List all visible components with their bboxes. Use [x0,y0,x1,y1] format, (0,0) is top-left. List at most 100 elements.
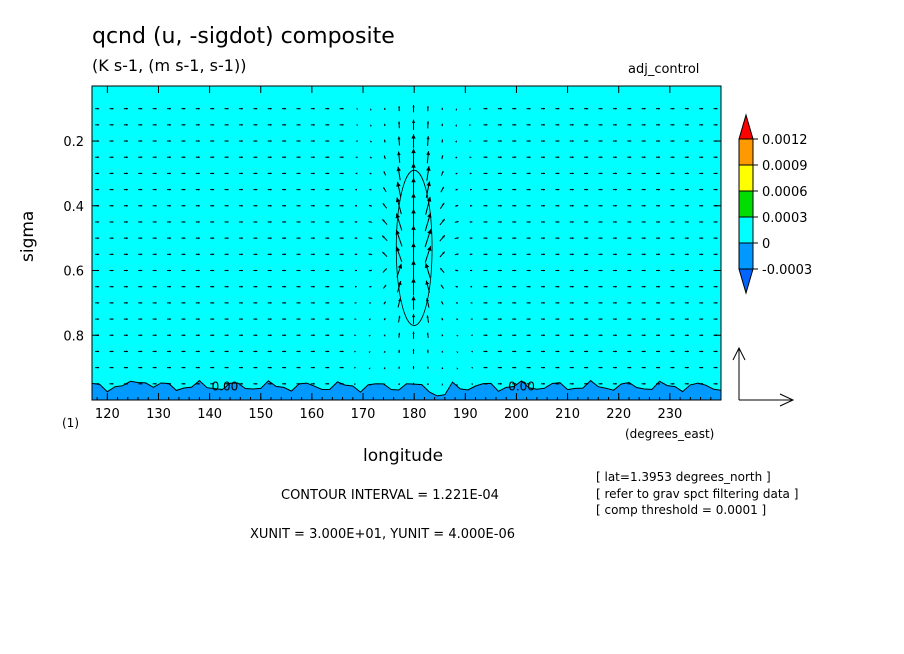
vector-368 [381,235,388,242]
vector-head [701,123,704,126]
vector-193 [238,318,243,320]
vector-head [212,318,215,320]
vector-676 [627,269,632,272]
vector-head [469,172,472,175]
vector-717 [656,350,661,353]
vector-464 [456,334,459,337]
vector-head [369,156,372,159]
vector-head [528,237,531,240]
vector-head [395,229,400,235]
vector-415 [426,121,430,129]
vector-head [269,302,272,304]
vector-19 [109,123,114,126]
vector-593 [555,382,560,385]
vector-head [672,253,675,256]
vector-25 [109,221,114,223]
vector-570 [540,302,545,304]
vector-head [672,318,675,320]
vector-head [354,383,357,386]
vector-651 [612,156,617,159]
vector-head [672,334,675,337]
vector-head [572,334,574,337]
vector-head [154,382,157,385]
vector-217 [267,123,272,126]
vector-4 [95,172,100,175]
vector-head [500,350,502,353]
vector-44 [123,237,128,240]
vector-head [183,382,186,385]
vector-head [528,204,531,207]
vector-head [600,302,603,304]
vector-head [441,301,444,304]
vector-head [514,156,517,159]
vector-338 [354,334,357,337]
vector-head [198,172,200,175]
vector-head [586,172,589,175]
vector-head [427,229,432,235]
vector-head [383,318,386,321]
vector-head [715,188,718,191]
vector-496 [483,269,488,272]
vector-head [226,221,229,223]
vector-head [528,123,531,126]
vector-151 [210,221,215,223]
vector-461 [455,285,458,288]
vector-head [383,367,386,370]
vector-head [269,172,272,175]
vector-head [341,334,344,337]
vector-head [485,382,488,385]
vector-171 [224,253,229,256]
vector-head [169,107,172,110]
vector-235 [282,123,287,126]
vector-509 [497,188,502,191]
vector-204 [253,204,258,207]
vector-head [426,166,431,171]
vector-head [600,334,603,337]
vector-409 [411,313,416,325]
vector-head [441,155,444,158]
vector-head [126,172,128,175]
vector-head [154,221,157,223]
vector-head [658,350,661,353]
vector-head [500,334,502,337]
vector-head [715,221,718,223]
vector-head [370,140,373,143]
vector-769 [699,318,704,320]
vector-head [111,302,114,304]
vector-327 [355,156,358,159]
vector-head [284,253,287,256]
vector-20 [109,140,114,142]
vector-385 [395,213,403,231]
vector-head [672,285,675,288]
vector-head [154,318,157,320]
vector-438 [439,202,445,209]
vector-410 [412,331,415,339]
vector-head [672,172,675,175]
vector-head [440,284,443,287]
vector-322 [339,366,344,369]
vector-219 [267,156,272,159]
vector-head [198,253,200,256]
vector-468 [469,108,472,111]
x-tick-label-170: 170 [351,407,376,422]
vector-head [543,302,545,304]
vector-520 [497,366,502,369]
vector-head [226,172,229,175]
vector-346 [369,172,372,175]
vector-head [198,188,200,191]
vector-434 [441,139,444,143]
vector-head [672,221,675,223]
vector-783 [713,253,718,256]
colorbar-label-2: 0.0006 [762,185,808,200]
x-tick-label-220: 220 [606,407,631,422]
vector-head [500,188,502,191]
vector-head [382,235,385,238]
vector-269 [296,382,301,385]
vector-63 [138,253,143,256]
vector-head [658,107,661,110]
vector-head [111,366,114,369]
vector-182 [238,140,243,142]
vector-head [615,302,617,304]
vector-head [572,366,574,369]
vector-head [412,366,415,368]
